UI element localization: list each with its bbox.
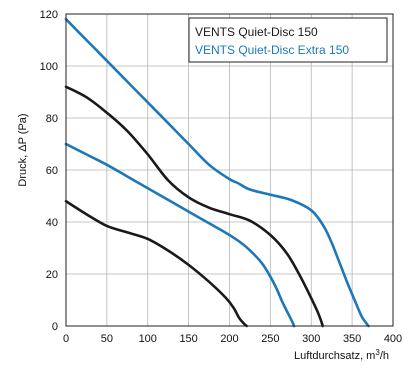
series-0-curve-0 xyxy=(64,199,248,328)
x-tick-label: 50 xyxy=(101,333,113,345)
series-1-curve-0 xyxy=(64,142,296,328)
ticks: 0 50 100 150 200 250 300 350 400 0 20 40 60 80 100 120 xyxy=(40,9,403,345)
x-tick-label: 350 xyxy=(343,333,361,345)
y-axis-label: Druck, ΔP (Pa) xyxy=(17,113,29,186)
legend-entry-quiet-disc-extra-150: VENTS Quiet-Disc Extra 150 xyxy=(195,43,349,57)
x-axis-label: Luftdurchsatz, m3/h xyxy=(294,348,389,362)
plot-frame xyxy=(65,13,394,327)
series-0-curve-1 xyxy=(64,85,324,328)
legend-box xyxy=(188,17,388,63)
legend: VENTS Quiet-Disc 150 VENTS Quiet-Disc Ex… xyxy=(188,17,388,63)
curves xyxy=(64,17,370,328)
y-tick-label: 100 xyxy=(40,61,58,73)
y-tick-label: 80 xyxy=(46,113,58,125)
x-tick-label: 400 xyxy=(384,333,402,345)
x-tick-label: 0 xyxy=(63,333,69,345)
x-tick-label: 300 xyxy=(302,333,320,345)
x-axis-label-main: Luftdurchsatz, m xyxy=(294,350,375,362)
x-tick-label: 100 xyxy=(139,333,157,345)
x-tick-label: 200 xyxy=(220,333,238,345)
x-axis-label-sup: 3 xyxy=(375,348,380,357)
x-tick-label: 250 xyxy=(261,333,279,345)
grid xyxy=(65,13,394,327)
y-tick-label: 120 xyxy=(40,9,58,21)
y-tick-label: 40 xyxy=(46,217,58,229)
x-tick-label: 150 xyxy=(179,333,197,345)
legend-entry-quiet-disc-150: VENTS Quiet-Disc 150 xyxy=(195,25,318,39)
y-tick-label: 0 xyxy=(52,321,58,333)
series-1-curve-1 xyxy=(64,17,370,328)
y-tick-label: 60 xyxy=(46,165,58,177)
y-tick-label: 20 xyxy=(46,269,58,281)
x-axis-label-end: /h xyxy=(380,350,389,362)
